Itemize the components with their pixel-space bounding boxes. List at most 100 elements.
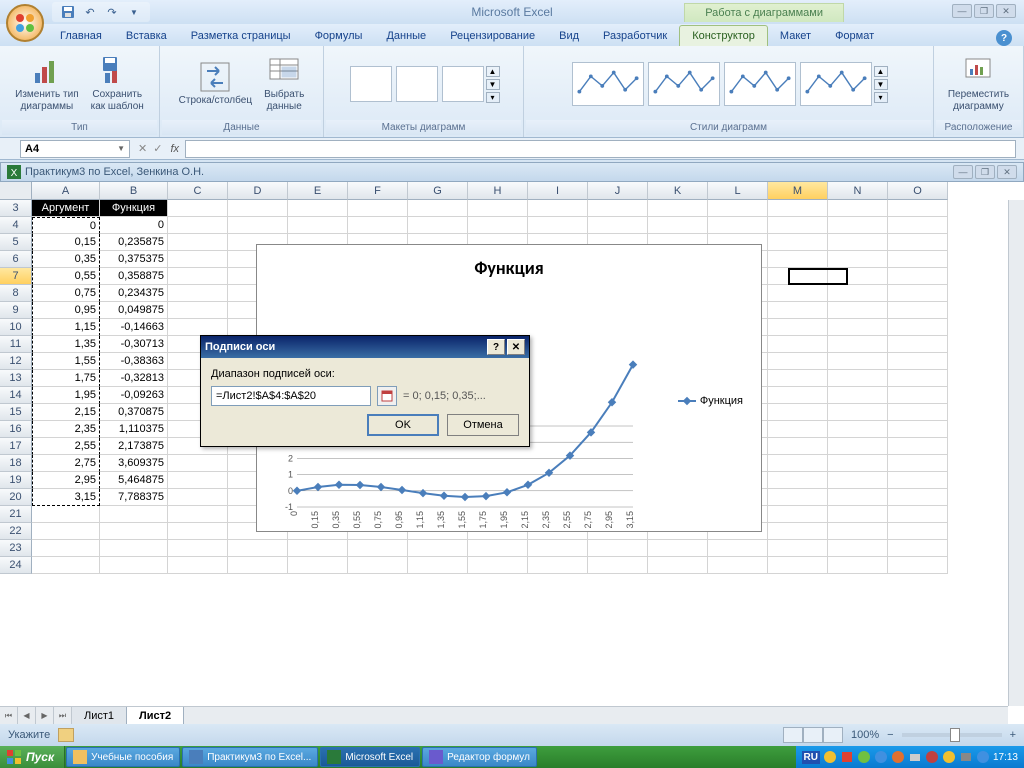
column-header[interactable]: E bbox=[288, 182, 348, 200]
cell[interactable] bbox=[828, 251, 888, 268]
cell[interactable] bbox=[588, 557, 648, 574]
change-chart-type-button[interactable]: Изменить тип диаграммы bbox=[11, 51, 82, 117]
view-pagelayout[interactable] bbox=[803, 727, 823, 743]
cell[interactable]: 1,15 bbox=[32, 319, 100, 336]
cell[interactable]: 2,35 bbox=[32, 421, 100, 438]
cell[interactable] bbox=[288, 557, 348, 574]
cell[interactable]: 2,95 bbox=[32, 472, 100, 489]
redo-icon[interactable]: ↷ bbox=[104, 4, 120, 20]
undo-icon[interactable]: ↶ bbox=[82, 4, 98, 20]
cell[interactable] bbox=[828, 370, 888, 387]
cell[interactable] bbox=[168, 251, 228, 268]
dialog-help-button[interactable]: ? bbox=[487, 339, 505, 355]
column-header[interactable]: A bbox=[32, 182, 100, 200]
cell[interactable]: 0,049875 bbox=[100, 302, 168, 319]
cell[interactable] bbox=[168, 489, 228, 506]
taskbar-item[interactable]: Учебные пособия bbox=[66, 747, 180, 767]
cell[interactable] bbox=[168, 268, 228, 285]
cell[interactable] bbox=[100, 506, 168, 523]
cell[interactable] bbox=[708, 557, 768, 574]
cell[interactable] bbox=[32, 557, 100, 574]
cell[interactable]: 0,235875 bbox=[100, 234, 168, 251]
cell[interactable] bbox=[168, 523, 228, 540]
cell[interactable] bbox=[288, 540, 348, 557]
cell[interactable]: 0,15 bbox=[32, 234, 100, 251]
cell[interactable] bbox=[168, 455, 228, 472]
cell[interactable] bbox=[828, 319, 888, 336]
horizontal-scrollbar[interactable] bbox=[204, 707, 1008, 724]
macro-record-icon[interactable] bbox=[58, 728, 74, 742]
cell[interactable] bbox=[828, 455, 888, 472]
ribbon-tab[interactable]: Разработчик bbox=[591, 26, 679, 46]
cell[interactable] bbox=[348, 540, 408, 557]
cell[interactable]: 3,15 bbox=[32, 489, 100, 506]
cell[interactable] bbox=[828, 489, 888, 506]
column-header[interactable]: L bbox=[708, 182, 768, 200]
cell[interactable] bbox=[828, 472, 888, 489]
cell[interactable] bbox=[768, 455, 828, 472]
cell[interactable] bbox=[888, 421, 948, 438]
cell[interactable] bbox=[828, 285, 888, 302]
cell[interactable] bbox=[828, 421, 888, 438]
styles-scroll-down[interactable]: ▼ bbox=[874, 79, 888, 90]
row-header[interactable]: 5 bbox=[0, 234, 32, 251]
move-chart-button[interactable]: Переместить диаграмму bbox=[944, 51, 1013, 117]
cell[interactable]: 1,35 bbox=[32, 336, 100, 353]
help-icon[interactable]: ? bbox=[996, 30, 1012, 46]
row-header[interactable]: 22 bbox=[0, 523, 32, 540]
start-button[interactable]: Пуск bbox=[0, 746, 65, 768]
style-thumb[interactable] bbox=[648, 62, 720, 106]
cancel-button[interactable]: Отмена bbox=[447, 414, 519, 436]
cell[interactable] bbox=[768, 506, 828, 523]
cell[interactable] bbox=[588, 540, 648, 557]
cell[interactable] bbox=[888, 489, 948, 506]
cell[interactable] bbox=[888, 523, 948, 540]
ribbon-tab[interactable]: Разметка страницы bbox=[179, 26, 303, 46]
cell[interactable]: 0,35 bbox=[32, 251, 100, 268]
cell[interactable] bbox=[100, 523, 168, 540]
cell[interactable] bbox=[828, 217, 888, 234]
cell[interactable] bbox=[168, 540, 228, 557]
cell[interactable] bbox=[888, 387, 948, 404]
column-header[interactable]: H bbox=[468, 182, 528, 200]
ribbon-tab[interactable]: Макет bbox=[768, 26, 823, 46]
ribbon-tab[interactable]: Данные bbox=[374, 26, 438, 46]
row-header[interactable]: 10 bbox=[0, 319, 32, 336]
zoom-out[interactable]: − bbox=[887, 729, 893, 741]
cell[interactable]: -0,14663 bbox=[100, 319, 168, 336]
tray-icon[interactable] bbox=[959, 750, 973, 764]
cell[interactable]: 3,609375 bbox=[100, 455, 168, 472]
tray-icon[interactable] bbox=[976, 750, 990, 764]
cell[interactable] bbox=[768, 404, 828, 421]
tray-icon[interactable] bbox=[891, 750, 905, 764]
cell[interactable]: 7,788375 bbox=[100, 489, 168, 506]
switch-row-col-button[interactable]: Строка/столбец bbox=[175, 57, 256, 111]
cell[interactable] bbox=[168, 506, 228, 523]
cell[interactable] bbox=[768, 540, 828, 557]
row-header[interactable]: 19 bbox=[0, 472, 32, 489]
cell[interactable] bbox=[888, 251, 948, 268]
row-header[interactable]: 6 bbox=[0, 251, 32, 268]
lang-indicator[interactable]: RU bbox=[802, 751, 820, 764]
row-header[interactable]: 13 bbox=[0, 370, 32, 387]
layout-thumb[interactable] bbox=[396, 66, 438, 102]
close-button[interactable]: ✕ bbox=[996, 4, 1016, 18]
row-header[interactable]: 9 bbox=[0, 302, 32, 319]
cell[interactable] bbox=[32, 506, 100, 523]
cell[interactable]: -0,30713 bbox=[100, 336, 168, 353]
row-header[interactable]: 16 bbox=[0, 421, 32, 438]
cell[interactable] bbox=[588, 217, 648, 234]
cell[interactable] bbox=[828, 302, 888, 319]
taskbar-item[interactable]: Microsoft Excel bbox=[320, 747, 420, 767]
cell[interactable] bbox=[888, 353, 948, 370]
fx-icon[interactable]: fx bbox=[170, 143, 179, 155]
cell[interactable] bbox=[768, 200, 828, 217]
vertical-scrollbar[interactable] bbox=[1008, 200, 1024, 706]
cell[interactable] bbox=[408, 217, 468, 234]
row-header[interactable]: 17 bbox=[0, 438, 32, 455]
row-header[interactable]: 14 bbox=[0, 387, 32, 404]
cell[interactable] bbox=[768, 387, 828, 404]
cell[interactable] bbox=[888, 540, 948, 557]
tray-icon[interactable] bbox=[908, 750, 922, 764]
tray-icon[interactable] bbox=[925, 750, 939, 764]
